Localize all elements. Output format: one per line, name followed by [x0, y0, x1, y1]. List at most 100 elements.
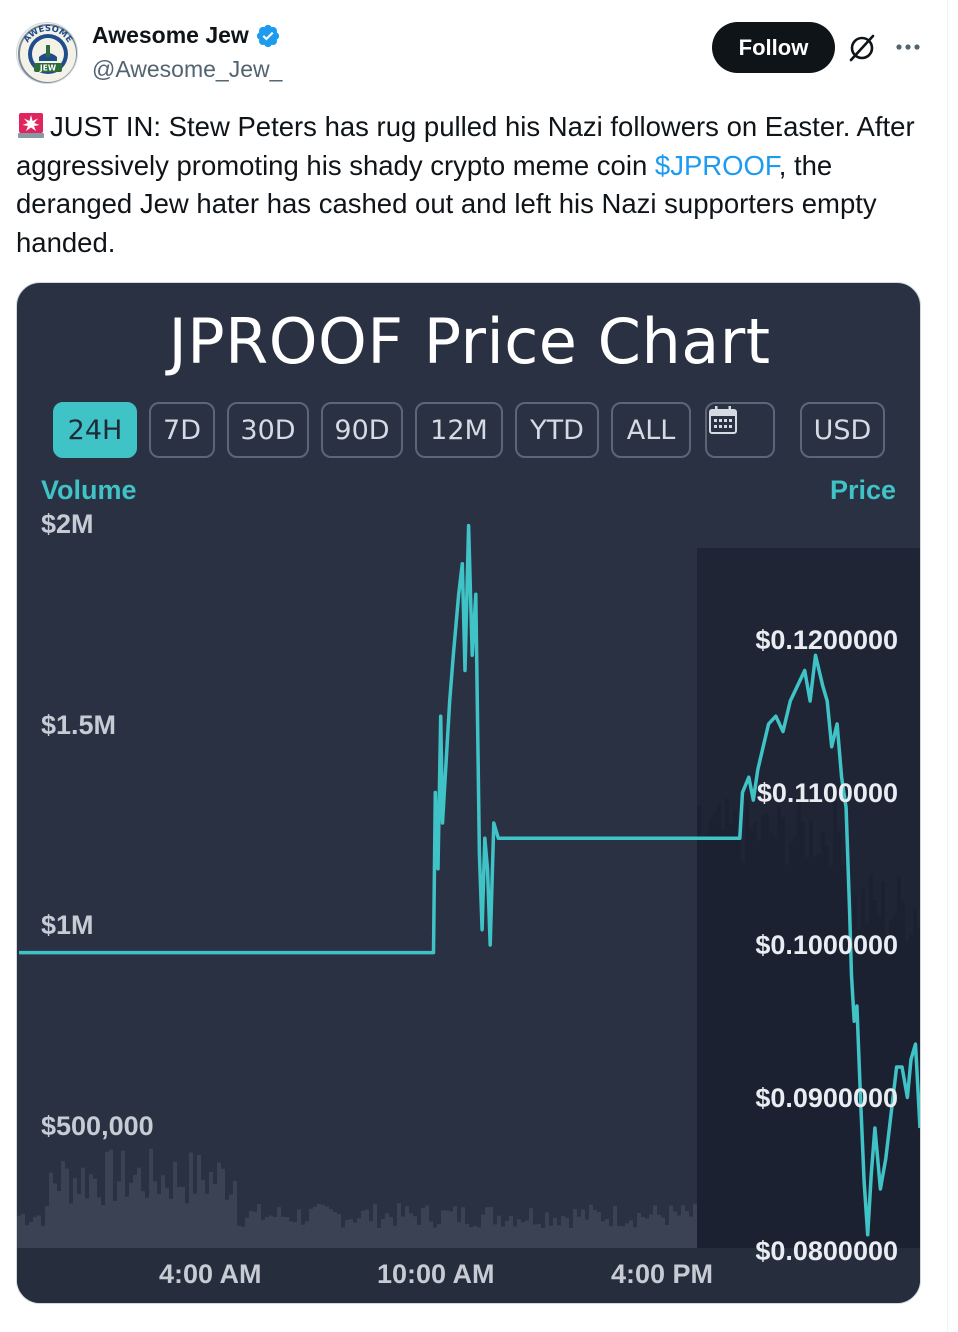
grok-icon[interactable]	[846, 32, 878, 64]
volume-bar	[745, 799, 749, 1248]
volume-bar	[293, 1222, 297, 1248]
volume-bar	[41, 1226, 45, 1248]
volume-bar	[737, 837, 741, 1248]
range-button-ytd[interactable]: YTD	[515, 402, 599, 458]
volume-bar	[249, 1210, 253, 1248]
volume-bar	[185, 1203, 189, 1248]
volume-bar	[45, 1206, 49, 1248]
volume-bar	[133, 1174, 137, 1248]
display-name[interactable]: Awesome Jew	[92, 22, 249, 48]
volume-bar	[37, 1215, 41, 1248]
volume-bar	[229, 1194, 233, 1248]
volume-bar	[781, 817, 785, 1248]
volume-bar	[477, 1227, 481, 1248]
calendar-icon	[709, 406, 737, 434]
range-button-7d[interactable]: 7D	[149, 402, 215, 458]
range-button-all[interactable]: ALL	[611, 402, 691, 458]
volume-bar	[417, 1224, 421, 1248]
x-axis-band	[17, 1248, 920, 1303]
follow-button[interactable]: Follow	[712, 22, 835, 73]
volume-bar	[605, 1219, 609, 1248]
volume-tick-label: $1.5M	[41, 710, 117, 740]
volume-bar	[93, 1178, 97, 1248]
volume-bar	[57, 1190, 61, 1248]
volume-bar	[797, 798, 801, 1248]
volume-bars	[17, 798, 920, 1248]
cashtag-link[interactable]: $JPROOF	[654, 149, 779, 181]
volume-bar	[853, 895, 857, 1248]
volume-bar	[481, 1214, 485, 1248]
volume-axis-title: Volume	[41, 475, 137, 505]
tweet-media-chart[interactable]: JPROOF Price Chart 24H 7D 30D 90D 12M YT…	[16, 282, 921, 1304]
volume-bar	[413, 1216, 417, 1248]
volume-bar	[545, 1212, 549, 1248]
volume-bar	[777, 806, 781, 1248]
currency-button-usd[interactable]: USD	[800, 402, 885, 458]
tweet-text-before: JUST IN: Stew Peters has rug pulled his …	[16, 111, 915, 181]
volume-bar	[913, 909, 917, 1248]
more-icon[interactable]	[893, 32, 923, 62]
range-button-30d[interactable]: 30D	[227, 402, 309, 458]
volume-bar	[201, 1179, 205, 1248]
volume-bar	[637, 1212, 641, 1248]
volume-bar	[109, 1149, 113, 1248]
author-name-row[interactable]: Awesome Jew	[92, 22, 281, 49]
volume-tick-label: $2M	[41, 509, 94, 539]
volume-bar	[33, 1216, 37, 1248]
volume-bar	[409, 1213, 413, 1248]
avatar[interactable]: JEW AWESOME	[16, 22, 78, 84]
volume-bar	[273, 1217, 277, 1248]
volume-bar	[157, 1194, 161, 1248]
range-button-calendar[interactable]	[705, 402, 775, 458]
volume-bar	[861, 888, 865, 1248]
range-button-24h[interactable]: 24H	[53, 402, 137, 458]
volume-bar	[809, 820, 813, 1248]
volume-bar	[97, 1197, 101, 1248]
range-button-90d[interactable]: 90D	[321, 402, 403, 458]
volume-bar	[705, 833, 709, 1248]
volume-bar	[529, 1208, 533, 1248]
volume-bar	[489, 1206, 493, 1248]
volume-bar	[317, 1203, 321, 1248]
price-tick-label: $0.1100000	[756, 778, 898, 808]
volume-bar	[589, 1204, 593, 1248]
volume-bar	[309, 1208, 313, 1248]
volume-bar	[177, 1186, 181, 1248]
volume-bar	[153, 1181, 157, 1248]
volume-bar	[521, 1222, 525, 1248]
volume-bar	[81, 1167, 85, 1248]
range-button-12m[interactable]: 12M	[415, 402, 503, 458]
volume-bar	[697, 805, 701, 1248]
volume-bar	[181, 1186, 185, 1248]
volume-bar	[485, 1207, 489, 1248]
volume-bar	[369, 1221, 373, 1248]
volume-bar	[741, 862, 745, 1248]
volume-bar	[841, 865, 845, 1248]
volume-bar	[525, 1220, 529, 1248]
volume-bar	[221, 1168, 225, 1248]
volume-bar	[65, 1168, 69, 1248]
volume-bar	[461, 1207, 465, 1248]
siren-icon	[18, 113, 44, 138]
volume-bar	[125, 1196, 129, 1248]
column-divider	[947, 0, 948, 1332]
volume-bar	[877, 916, 881, 1248]
author-handle[interactable]: @Awesome_Jew_	[92, 56, 283, 82]
volume-bar	[881, 881, 885, 1248]
volume-bar	[629, 1220, 633, 1248]
volume-bar	[897, 876, 901, 1248]
volume-bar	[505, 1221, 509, 1248]
volume-bar	[393, 1225, 397, 1248]
volume-bar	[29, 1221, 33, 1248]
volume-bar	[825, 845, 829, 1248]
volume-bar	[677, 1215, 681, 1248]
volume-bar	[425, 1205, 429, 1248]
price-line	[19, 523, 920, 1237]
volume-bar	[241, 1226, 245, 1248]
volume-bar	[25, 1225, 29, 1248]
volume-bar	[349, 1219, 353, 1248]
volume-bar	[297, 1209, 301, 1248]
volume-bar	[21, 1213, 25, 1248]
volume-bar	[509, 1215, 513, 1248]
volume-bar	[665, 1224, 669, 1248]
